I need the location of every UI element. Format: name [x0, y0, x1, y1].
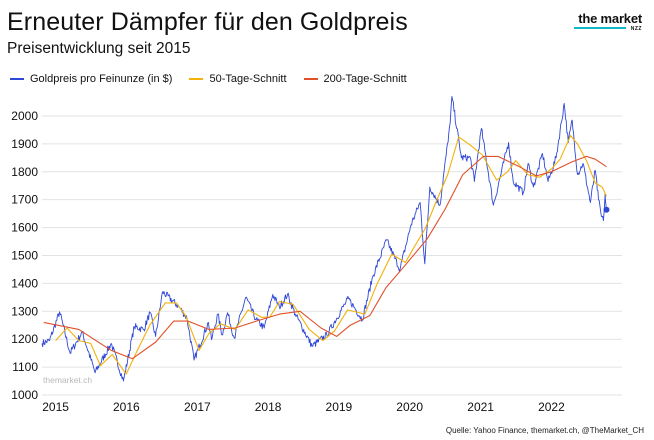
brand-accent-line: [574, 27, 626, 29]
y-tick-label: 1600: [11, 221, 38, 235]
chart-legend: Goldpreis pro Feinunze (in $) 50-Tage-Sc…: [10, 73, 424, 85]
legend-item-ma200: 200-Tage-Schnitt: [303, 73, 407, 85]
y-tick-label: 1900: [11, 137, 38, 151]
legend-item-price: Goldpreis pro Feinunze (in $): [10, 73, 172, 85]
y-tick-label: 1300: [11, 304, 38, 318]
series-line-ma200: [43, 155, 607, 360]
x-tick-label: 2021: [467, 400, 494, 414]
chart-subtitle: Preisentwicklung seit 2015: [7, 40, 191, 57]
series-layer: [41, 95, 610, 382]
legend-swatch-price: [10, 78, 24, 80]
axis-layer: 1000 1100 1200 1300 1400 1500 1600 1700 1800 1900…: [11, 109, 565, 414]
x-tick-label: 2020: [396, 400, 423, 414]
source-note: Quelle: Yahoo Finance, themarket.ch, @Th…: [445, 426, 644, 435]
legend-swatch-ma50: [189, 78, 204, 80]
x-tick-label: 2018: [255, 400, 282, 414]
x-tick-label: 2015: [42, 400, 69, 414]
watermark: themarket.ch: [43, 375, 93, 385]
legend-swatch-ma200: [303, 78, 318, 80]
x-tick-label: 2016: [113, 400, 140, 414]
y-tick-label: 2000: [11, 109, 38, 123]
y-tick-label: 1700: [11, 193, 38, 207]
brand-sub: NZZ: [630, 26, 642, 32]
y-tick-label: 1400: [11, 276, 38, 290]
y-tick-label: 1800: [11, 165, 38, 179]
y-tick-label: 1100: [12, 360, 38, 374]
x-tick-label: 2019: [326, 400, 353, 414]
legend-label-ma200: 200-Tage-Schnitt: [323, 73, 407, 85]
legend-label-ma50: 50-Tage-Schnitt: [209, 73, 287, 85]
x-tick-label: 2022: [538, 400, 565, 414]
price-end-marker: [603, 206, 610, 213]
legend-item-ma50: 50-Tage-Schnitt: [189, 73, 287, 85]
chart-title: Erneuter Dämpfer für den Goldpreis: [7, 8, 408, 36]
series-line-ma50: [55, 134, 607, 375]
y-tick-label: 1500: [11, 248, 38, 262]
y-tick-label: 1200: [11, 332, 38, 346]
x-tick-label: 2017: [184, 400, 211, 414]
brand-name: the market: [578, 11, 642, 26]
series-line-price: [41, 95, 607, 382]
y-tick-label: 1000: [11, 388, 38, 402]
brand-logo: the market NZZ: [562, 12, 642, 32]
legend-label-price: Goldpreis pro Feinunze (in $): [30, 73, 173, 85]
